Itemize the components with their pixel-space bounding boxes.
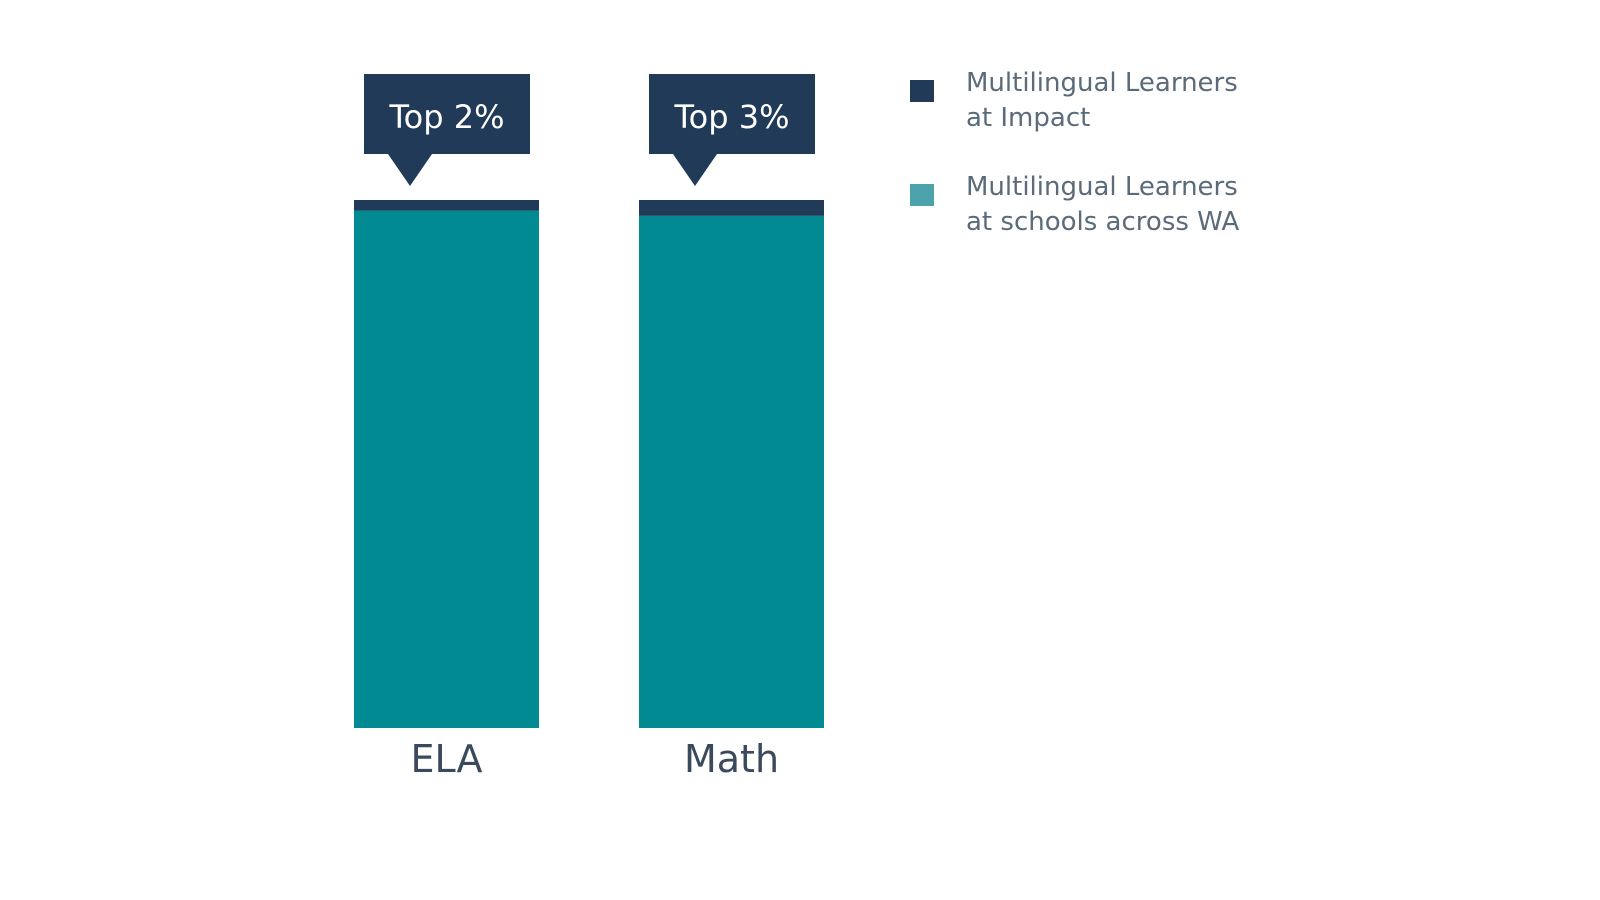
callout-ela <box>364 74 530 186</box>
bar-impact-ela <box>354 200 539 211</box>
callout-label-math: Top 3% <box>674 98 790 136</box>
legend-label-wa: Multilingual Learners at schools across … <box>966 172 1240 237</box>
chart-legend: Multilingual Learners at Impact Multilin… <box>910 66 1250 274</box>
bar-wa-ela <box>354 210 539 728</box>
bar-wa-math <box>639 215 824 729</box>
legend-item-impact: Multilingual Learners at Impact <box>910 66 1250 136</box>
legend-swatch-impact <box>910 80 934 102</box>
callout-math <box>649 74 815 186</box>
legend-swatch-wa <box>910 184 934 206</box>
category-label-ela: ELA <box>410 737 482 781</box>
legend-item-wa: Multilingual Learners at schools across … <box>910 170 1250 240</box>
category-label-math: Math <box>684 737 779 781</box>
legend-label-impact: Multilingual Learners at Impact <box>966 68 1238 133</box>
callout-label-ela: Top 2% <box>389 98 505 136</box>
bar-impact-math <box>639 200 824 216</box>
